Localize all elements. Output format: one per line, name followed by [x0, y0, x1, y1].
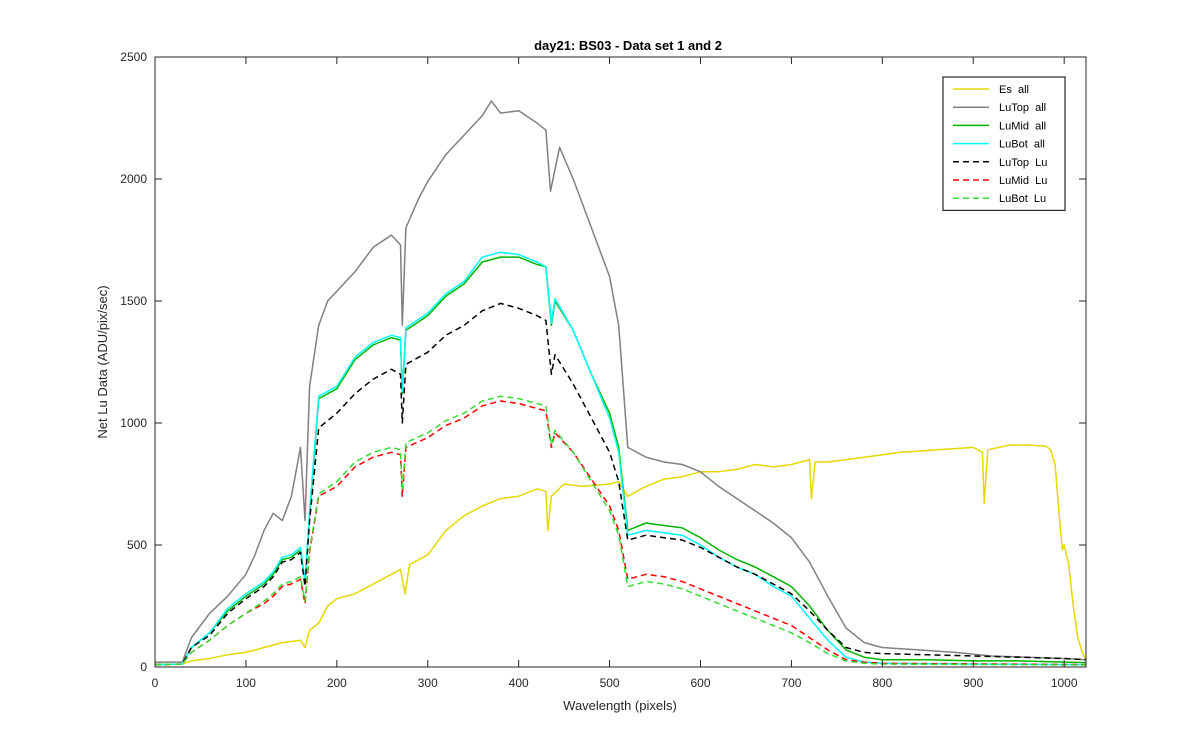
- plot-area: [155, 57, 1086, 667]
- series-line-4: [155, 251, 1086, 666]
- legend-label: LuMid Lu: [999, 175, 1047, 187]
- x-tick-label: 800: [872, 676, 892, 690]
- legend: Es all LuTop all LuMid all LuBot all LuTop L…: [942, 76, 1066, 211]
- y-tick-label: 500: [127, 538, 147, 552]
- x-tick-label: 400: [509, 676, 529, 690]
- x-tick-label: 600: [690, 676, 710, 690]
- series-line-6: [155, 400, 1086, 666]
- x-tick-label: 0: [152, 676, 159, 690]
- y-tick-label: 1000: [120, 416, 147, 430]
- series-layer: [155, 100, 1086, 666]
- chart-title: day21: BS03 - Data set 1 and 2: [534, 38, 722, 53]
- legend-label: LuBot all: [999, 139, 1045, 151]
- legend-label: LuBot Lu: [999, 193, 1046, 205]
- axes-box: [154, 56, 1087, 668]
- series-line-7: [155, 395, 1086, 666]
- x-tick-label: 200: [327, 676, 347, 690]
- legend-label: LuTop all: [999, 102, 1046, 114]
- y-tick-label: 1500: [120, 294, 147, 308]
- x-axis-label: Wavelength (pixels): [563, 698, 677, 713]
- series-line-3: [155, 256, 1086, 666]
- x-tick-label: 500: [600, 676, 620, 690]
- y-tick-label: 2000: [120, 172, 147, 186]
- x-tick-label: 1000: [1051, 676, 1078, 690]
- x-tick-label: 700: [781, 676, 801, 690]
- axes-layer: 0 100 200 300 400 500 600 700 800 900 1000 0 500 1000…: [120, 50, 1087, 690]
- x-tick-label: 100: [236, 676, 256, 690]
- legend-label: Es all: [999, 84, 1029, 96]
- series-line-1: [155, 444, 1086, 666]
- series-line-2: [155, 100, 1086, 663]
- legend-label: LuMid all: [999, 120, 1046, 132]
- x-tick-label: 300: [418, 676, 438, 690]
- y-tick-label: 2500: [120, 50, 147, 64]
- y-axis-label: Net Lu Data (ADU/pix/sec): [95, 285, 110, 438]
- x-tick-label: 900: [963, 676, 983, 690]
- legend-label: LuTop Lu: [999, 157, 1047, 169]
- series-line-5: [155, 302, 1086, 666]
- y-tick-label: 0: [140, 660, 147, 674]
